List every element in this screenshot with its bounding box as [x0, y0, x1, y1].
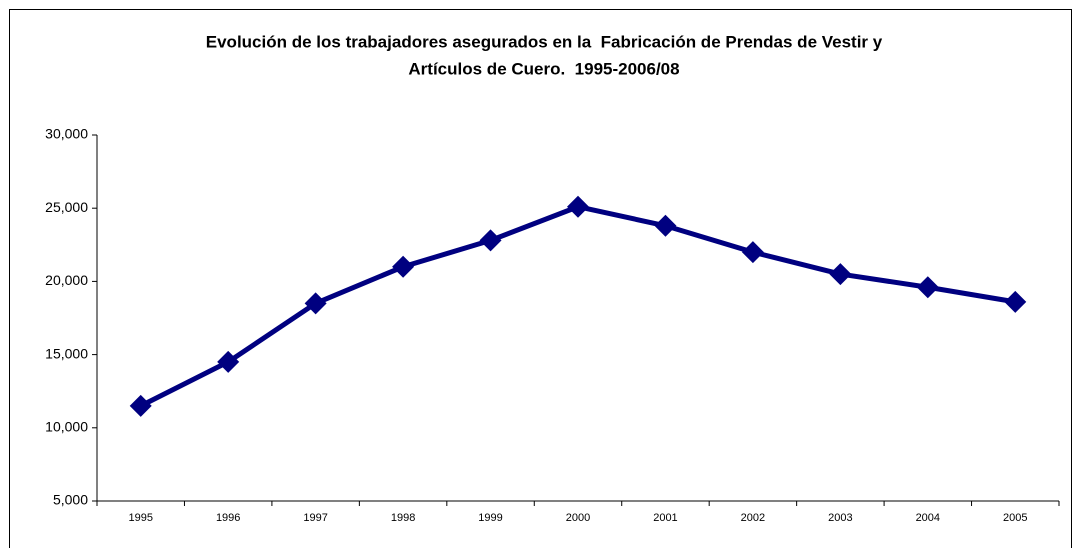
- x-tick-label: 2002: [741, 512, 765, 524]
- data-point: [829, 263, 852, 286]
- x-tick-label: 2001: [653, 512, 677, 524]
- data-point: [479, 229, 502, 252]
- data-point: [741, 241, 764, 264]
- x-tick-label: 2003: [828, 512, 852, 524]
- chart-border: [9, 9, 1072, 548]
- data-point: [217, 350, 240, 373]
- x-tick-label: 1995: [128, 512, 152, 524]
- chart-title: Artículos de Cuero. 1995-2006/08: [408, 59, 679, 78]
- y-tick-label: 5,000: [53, 492, 88, 508]
- y-tick-label: 15,000: [45, 345, 88, 361]
- y-tick-label: 20,000: [45, 272, 88, 288]
- data-point: [304, 292, 327, 315]
- y-tick-label: 10,000: [45, 419, 88, 435]
- x-tick-label: 2000: [566, 512, 590, 524]
- y-tick-label: 25,000: [45, 199, 88, 215]
- y-tick-label: 30,000: [45, 126, 88, 142]
- x-tick-label: 1996: [216, 512, 240, 524]
- data-point: [654, 214, 677, 237]
- data-point: [392, 255, 415, 278]
- data-point: [567, 195, 589, 218]
- x-tick-label: 2004: [916, 512, 940, 524]
- x-tick-label: 2005: [1003, 512, 1027, 524]
- data-point: [129, 394, 152, 417]
- x-tick-label: 1997: [303, 512, 327, 524]
- x-tick-label: 1998: [391, 512, 415, 524]
- data-point: [916, 276, 939, 299]
- data-point: [1004, 290, 1027, 313]
- chart-title: Evolución de los trabajadores asegurados…: [206, 32, 883, 51]
- x-tick-label: 1999: [478, 512, 502, 524]
